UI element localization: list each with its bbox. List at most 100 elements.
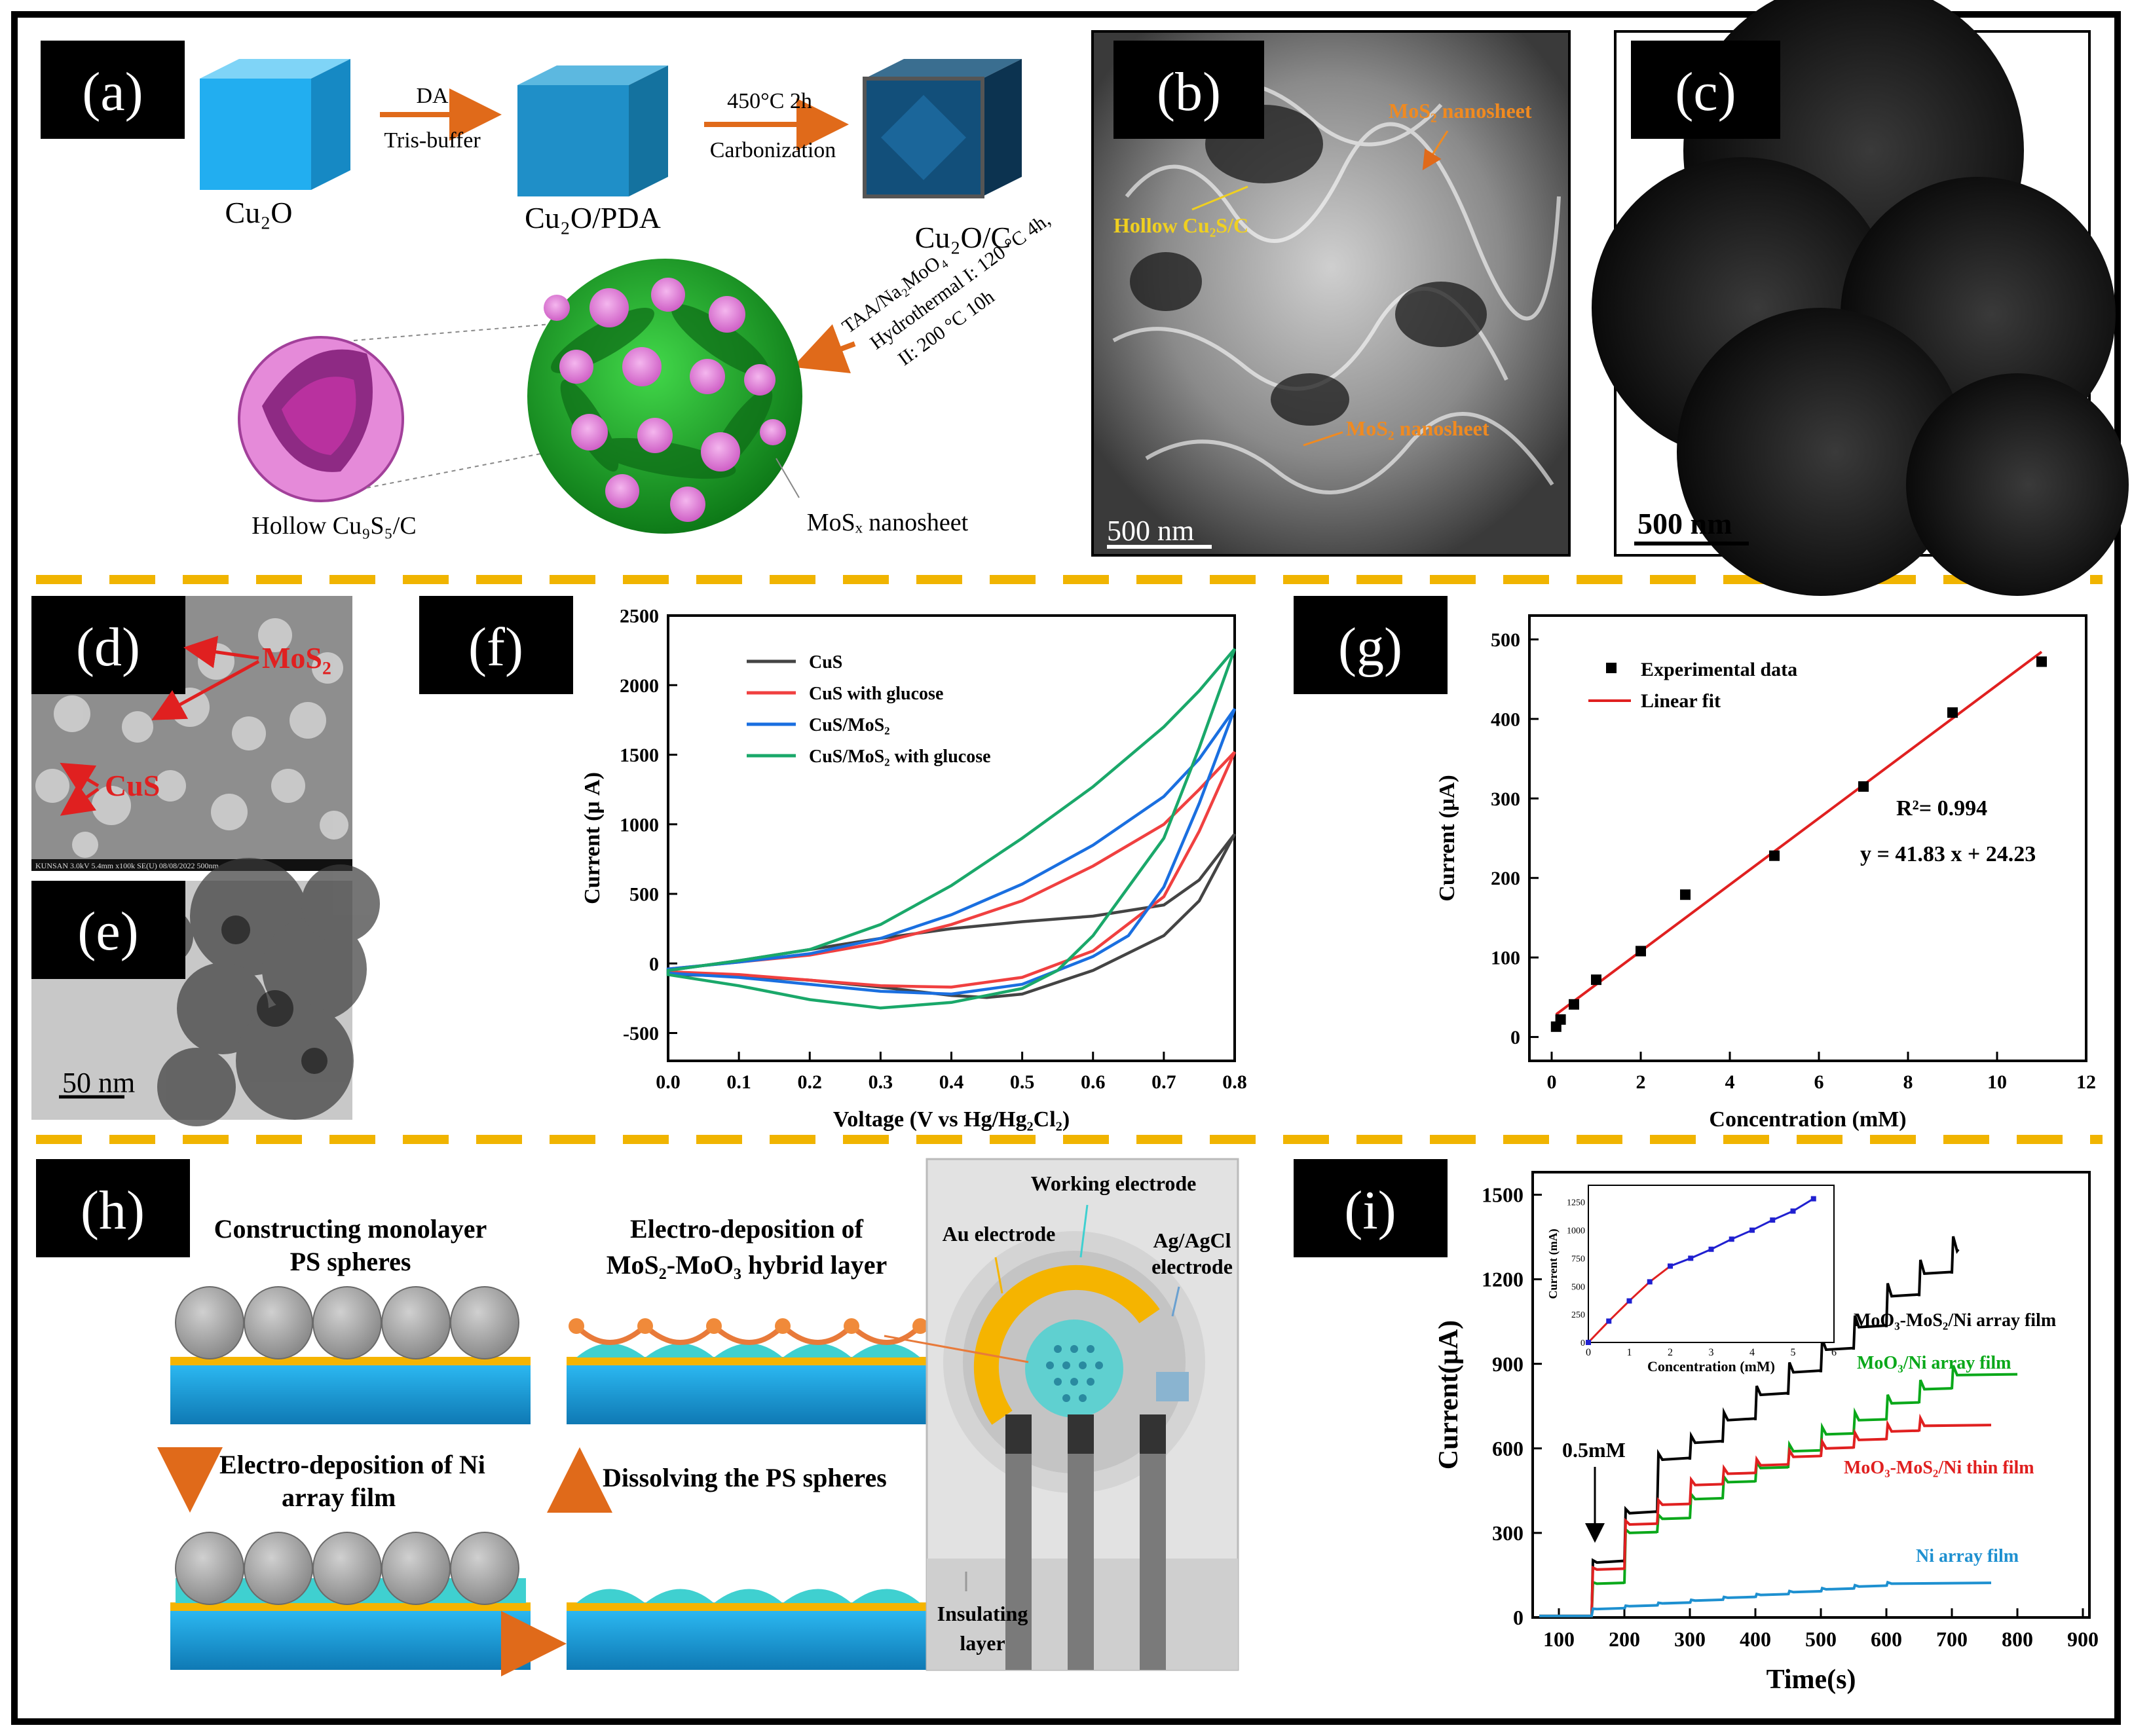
inset-point (1810, 1196, 1816, 1202)
x-tick-label: 2 (1636, 1071, 1646, 1093)
inset-y-tick: 250 (1571, 1310, 1585, 1320)
x-axis-label: Concentration (mM) (1709, 1107, 1906, 1132)
three-electrode-sensor (884, 1158, 1239, 1671)
panel-f-tag: (f) (468, 617, 523, 678)
data-point (1636, 946, 1646, 957)
label-insulating-1: Insulating (937, 1602, 1028, 1625)
x-tick-label: 0.3 (869, 1071, 893, 1093)
legend-label-3: CuS/MoS₂ with glucose (809, 747, 991, 767)
label-hollow-cu9s5: Hollow Cu₉S₅/C (252, 512, 416, 540)
y-tick-label: 100 (1491, 948, 1520, 969)
inset-x-tick: 1 (1627, 1347, 1632, 1358)
label-cu2o-c: Cu₂O/C (915, 221, 1011, 254)
inset-x-tick: 4 (1749, 1347, 1755, 1358)
inset-point (1770, 1217, 1776, 1223)
y-axis-label: Current(μA) (1434, 1320, 1464, 1469)
step2-top: 450°C 2h (727, 89, 812, 113)
inset-point (1586, 1340, 1591, 1345)
x-tick-label: 0.4 (939, 1071, 964, 1093)
x-tick-label: 700 (1936, 1627, 1968, 1651)
y-tick-label: 0 (1510, 1027, 1520, 1048)
inset-x-tick: 3 (1709, 1347, 1714, 1358)
h-step4-line1: Electro-deposition of (630, 1214, 864, 1244)
y-axis-label: Current (μA) (1435, 775, 1459, 901)
label-cu2o-pda: Cu₂O/PDA (525, 201, 661, 234)
sem-ann-mos2-2: MoS₂ nanosheet (1346, 416, 1489, 440)
inset-point (1729, 1236, 1734, 1242)
panel-h: (h) Constructing monolayer PS spheres El… (36, 1158, 1239, 1676)
x-tick-label: 8 (1903, 1071, 1913, 1093)
legend-label-points: Experimental data (1641, 659, 1797, 680)
step2-bottom: Carbonization (710, 138, 836, 162)
x-tick-label: 12 (2076, 1071, 2096, 1093)
y-tick-label: 200 (1491, 868, 1520, 889)
inset-fit-high (1670, 1198, 1814, 1267)
substrate-hybrid-layer (567, 1318, 928, 1424)
x-tick-label: 0.2 (798, 1071, 823, 1093)
inset-point (1688, 1255, 1694, 1261)
sem-d-ann-cus: CuS (105, 769, 160, 802)
inset-point (1708, 1246, 1714, 1252)
first-addition-label: 0.5mM (1562, 1438, 1626, 1462)
y-tick-label: 1500 (620, 745, 659, 766)
x-tick-label: 600 (1871, 1627, 1902, 1651)
inset-point (1606, 1318, 1612, 1324)
it-curve-2 (1539, 1413, 1992, 1617)
y-tick-label: 1000 (620, 814, 659, 836)
panel-f-cv-chart: (f) 0.0 0.1 0.2 0.3 0.4 0.5 0.6 0.7 0.8 -500 0 500 1… (419, 596, 1247, 1132)
legend-label-0: CuS (809, 652, 842, 673)
y-tick-label: 2500 (620, 606, 659, 627)
x-axis-label: Time(s) (1767, 1665, 1856, 1695)
cu2o-cube (200, 59, 350, 190)
inset-y-tick: 0 (1580, 1339, 1585, 1348)
x-tick-label: 4 (1725, 1071, 1735, 1093)
data-point (1769, 850, 1780, 861)
inset-y-tick: 1250 (1567, 1198, 1585, 1208)
series-label-1: MoO₃/Ni array film (1857, 1353, 2011, 1373)
data-point (1858, 781, 1869, 792)
plot-frame (1528, 614, 2087, 1062)
cv-curve-1 (666, 750, 1237, 989)
inset-y-tick: 750 (1571, 1254, 1585, 1264)
panel-e-tag: (e) (77, 901, 138, 962)
series-label-0: MoO₃-MoS₂/Ni array film (1854, 1310, 2056, 1331)
inset-point (1749, 1227, 1755, 1233)
cv-curve-3 (666, 648, 1237, 1010)
substrate-ps-spheres (170, 1286, 531, 1424)
tem-e-scale: 50 nm (62, 1067, 135, 1099)
inset-y-tick: 500 (1571, 1282, 1585, 1292)
x-tick-label: 0.5 (1010, 1071, 1035, 1093)
it-curve-3 (1539, 1580, 1992, 1617)
y-tick-label: 900 (1492, 1352, 1524, 1376)
h-step1-line2: PS spheres (290, 1247, 411, 1276)
h-step4-line2: MoS₂-MoO₃ hybrid layer (607, 1250, 887, 1280)
series-label-2: MoO₃-MoS₂/Ni thin film (1844, 1458, 2034, 1478)
mosx-nanosheet-flower (527, 259, 802, 534)
inset-point (1626, 1298, 1632, 1304)
label-mosx-nanosheet: MoSₓ nanosheet (807, 509, 969, 536)
r2-annotation: R²= 0.994 (1896, 796, 1987, 821)
data-point (1591, 974, 1601, 986)
y-tick-label: 500 (1491, 629, 1520, 651)
y-tick-label: 1500 (1482, 1183, 1524, 1207)
x-tick-label: 100 (1543, 1627, 1575, 1651)
panel-h-tag: (h) (81, 1180, 145, 1241)
inset-x-tick: 5 (1791, 1347, 1796, 1358)
y-tick-label: 300 (1491, 788, 1520, 810)
label-ag-agcl-2: electrode (1151, 1255, 1233, 1278)
hollow-cu9s5-sphere (238, 336, 404, 502)
panel-d: KUNSAN 3.0kV 5.4mm x100k SE(U) 08/08/202… (31, 596, 352, 871)
series-label-3: Ni array film (1916, 1546, 2019, 1566)
x-tick-label: 0.8 (1222, 1071, 1247, 1093)
legend-label-fit: Linear fit (1641, 690, 1721, 712)
x-tick-label: 0 (1547, 1071, 1557, 1093)
cu2o-pda-cube (517, 65, 668, 196)
inset-point (1647, 1279, 1653, 1285)
h-step1-line1: Constructing monolayer (214, 1214, 487, 1244)
sem-ann-hollow-cu2s: Hollow Cu₂S/C (1113, 213, 1248, 237)
y-tick-label: 0 (649, 953, 659, 975)
h-step2-line1: Electro-deposition of Ni (219, 1450, 485, 1479)
substrate-ni-array (170, 1532, 531, 1670)
cv-curve-2 (666, 708, 1237, 996)
panel-g-calibration-chart: (g) 0 2 4 6 8 10 12 0 100 200 300 400 500 Concentrati… (1294, 596, 2096, 1132)
